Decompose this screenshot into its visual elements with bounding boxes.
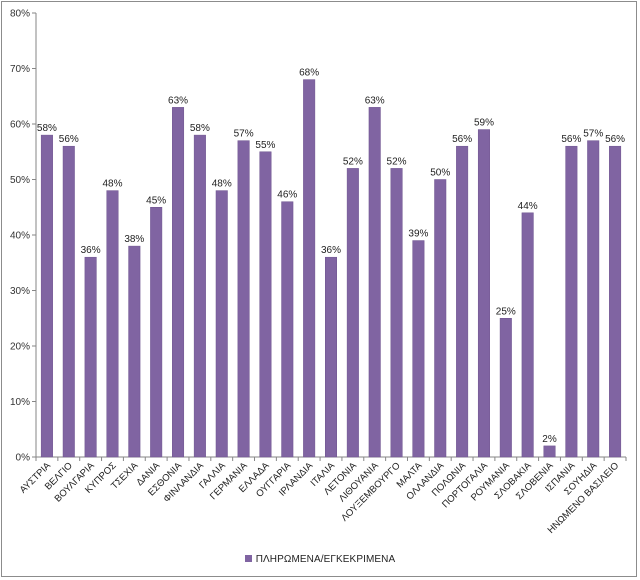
bar	[587, 140, 600, 458]
data-label: 48%	[102, 179, 122, 190]
bar	[456, 145, 469, 458]
data-label: 63%	[168, 95, 188, 106]
legend: ΠΛΗΡΩΜΕΝΑ/ΕΓΚΕΚΡΙΜΕΝΑ	[0, 554, 640, 565]
bar	[193, 134, 206, 458]
data-label: 38%	[124, 234, 144, 245]
data-label: 57%	[583, 129, 603, 140]
bar	[521, 212, 534, 458]
y-tick-label: 0%	[16, 453, 31, 464]
data-label: 55%	[255, 140, 275, 151]
bar	[412, 240, 425, 458]
bar	[281, 201, 294, 458]
data-labels: 58%56%36%48%38%45%63%58%48%57%55%46%68%3…	[37, 68, 625, 445]
bar	[565, 145, 578, 458]
bar	[172, 107, 185, 458]
bar	[106, 190, 119, 458]
legend-swatch	[244, 555, 252, 562]
bar	[434, 179, 447, 458]
data-label: 56%	[59, 134, 79, 145]
bar	[215, 190, 228, 458]
bar	[40, 134, 53, 458]
data-label: 2%	[542, 434, 557, 445]
bar	[390, 168, 403, 458]
data-label: 56%	[605, 134, 625, 145]
category-labels: ΑΥΣΤΡΙΑΒΕΛΓΙΟΒΟΥΛΓΑΡΙΑΚΥΠΡΟΣΤΣΕΧΙΑΔΑΝΙΑΕ…	[18, 460, 621, 536]
y-tick-label: 20%	[10, 342, 30, 353]
data-label: 52%	[343, 156, 363, 167]
data-label: 59%	[474, 118, 494, 129]
y-tick-label: 30%	[10, 286, 30, 297]
data-label: 52%	[387, 156, 407, 167]
bar	[346, 168, 359, 458]
y-tick-label: 10%	[10, 397, 30, 408]
bar	[128, 245, 141, 458]
y-tick-label: 40%	[10, 231, 30, 242]
data-label: 50%	[430, 168, 450, 179]
bar	[543, 445, 556, 458]
bar	[368, 107, 381, 458]
bar	[303, 79, 316, 458]
data-label: 56%	[452, 134, 472, 145]
bar	[62, 145, 75, 458]
y-tick-label: 50%	[10, 175, 30, 186]
data-label: 57%	[234, 129, 254, 140]
data-label: 36%	[81, 245, 101, 256]
y-tick-label: 70%	[10, 64, 30, 75]
bar	[237, 140, 250, 458]
y-tick-label: 80%	[10, 9, 30, 20]
data-label: 45%	[146, 195, 166, 206]
data-label: 56%	[561, 134, 581, 145]
bars	[40, 79, 622, 458]
data-label: 58%	[37, 123, 57, 134]
data-label: 44%	[518, 201, 538, 212]
bar	[84, 256, 97, 458]
data-label: 36%	[321, 245, 341, 256]
bar	[499, 318, 512, 458]
bar	[609, 145, 622, 458]
data-label: 46%	[277, 190, 297, 201]
bar	[325, 256, 337, 458]
data-label: 58%	[190, 123, 210, 134]
bar	[477, 129, 490, 458]
data-label: 25%	[496, 306, 516, 317]
data-label: 68%	[299, 68, 319, 79]
legend-label: ΠΛΗΡΩΜΕΝΑ/ΕΓΚΕΚΡΙΜΕΝΑ	[255, 554, 396, 565]
y-tick-label: 60%	[10, 120, 30, 131]
data-label: 39%	[408, 229, 428, 240]
bar	[150, 207, 163, 458]
bar	[259, 151, 272, 458]
data-label: 63%	[365, 95, 385, 106]
data-label: 48%	[212, 179, 232, 190]
